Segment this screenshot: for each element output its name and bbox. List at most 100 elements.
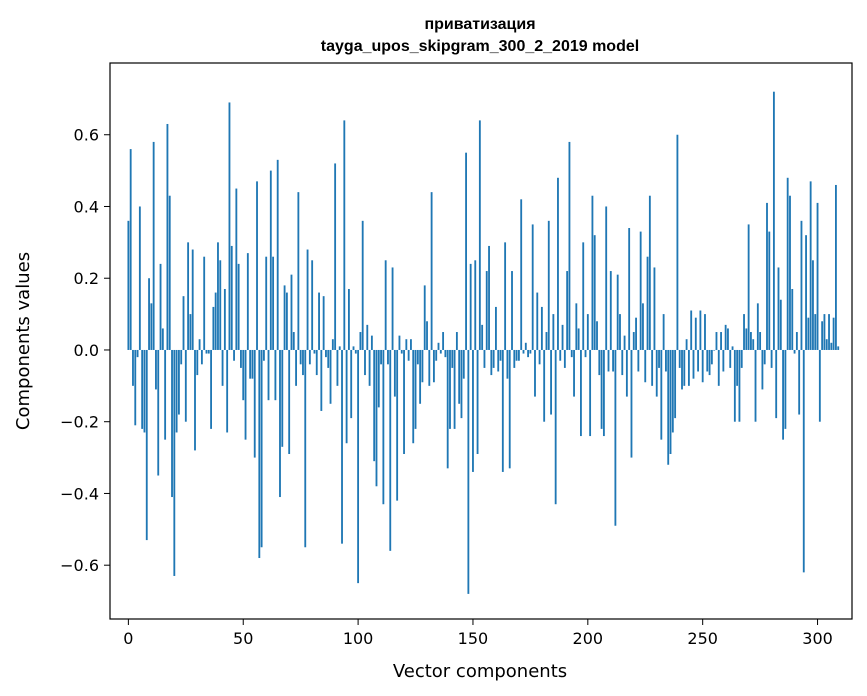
bar-305 [828, 314, 830, 350]
bar-17 [166, 123, 169, 350]
bar-24 [182, 296, 185, 350]
bar-143 [455, 332, 458, 350]
bar-129 [423, 285, 426, 350]
bar-223 [639, 231, 642, 350]
bar-242 [683, 349, 686, 386]
chart-subtitle: tayga_upos_skipgram_300_2_2019 model [321, 38, 639, 55]
bar-300 [816, 202, 819, 350]
bar-106 [370, 335, 373, 350]
bar-234 [665, 349, 667, 372]
bar-107 [373, 349, 376, 462]
bar-248 [697, 349, 700, 372]
bar-253 [708, 349, 711, 376]
bar-132 [430, 192, 433, 350]
bar-110 [380, 349, 382, 365]
bar-170 [517, 349, 520, 361]
bar-21 [175, 349, 178, 433]
bar-66 [279, 349, 281, 498]
bar-169 [515, 349, 518, 361]
bar-124 [412, 349, 415, 444]
bar-64 [274, 349, 277, 401]
bar-165 [506, 349, 509, 379]
bar-268 [743, 314, 745, 350]
bar-277 [763, 349, 766, 365]
bar-309 [837, 346, 840, 350]
bar-111 [382, 349, 385, 505]
bar-270 [747, 224, 750, 350]
bar-70 [288, 349, 291, 454]
bar-176 [531, 224, 534, 350]
bar-8 [145, 349, 148, 541]
bar-15 [161, 328, 164, 350]
bar-37 [212, 306, 215, 350]
bar-306 [830, 342, 833, 350]
bar-179 [538, 349, 541, 365]
bar-46 [233, 349, 235, 361]
bar-1 [129, 149, 132, 350]
bar-139 [446, 349, 449, 469]
bar-0 [127, 220, 130, 350]
bar-153 [478, 120, 481, 350]
bar-251 [704, 314, 706, 350]
y-tick-label: 0.2 [74, 269, 99, 288]
bar-87 [327, 349, 330, 368]
bar-282 [775, 349, 778, 419]
bar-7 [143, 349, 146, 433]
bar-162 [499, 349, 502, 361]
bar-291 [795, 332, 798, 350]
bar-166 [508, 349, 511, 469]
bar-115 [391, 267, 394, 350]
bar-298 [812, 260, 814, 350]
bar-161 [497, 349, 500, 372]
bar-60 [265, 256, 268, 350]
bar-103 [364, 349, 366, 376]
bar-128 [421, 349, 424, 383]
bar-185 [552, 314, 555, 350]
bar-42 [223, 288, 226, 350]
bar-178 [536, 292, 539, 350]
x-tick-label: 150 [458, 629, 489, 648]
bar-254 [710, 349, 713, 365]
bar-112 [384, 260, 387, 350]
bar-75 [299, 349, 302, 365]
bar-156 [485, 271, 488, 350]
bar-295 [805, 235, 807, 350]
bar-12 [155, 349, 157, 390]
bar-288 [789, 195, 791, 350]
bar-40 [219, 260, 222, 350]
bar-105 [368, 349, 371, 386]
bar-155 [483, 349, 486, 368]
bar-65 [276, 159, 279, 350]
bar-262 [729, 349, 732, 368]
bar-90 [334, 163, 337, 350]
bar-210 [609, 271, 612, 350]
bar-292 [798, 349, 801, 415]
bar-55 [253, 349, 256, 458]
bar-11 [152, 141, 155, 350]
bar-219 [630, 349, 633, 458]
bar-93 [341, 349, 343, 544]
bar-273 [754, 349, 757, 422]
bar-216 [623, 335, 626, 350]
bar-6 [141, 349, 144, 429]
bar-307 [832, 317, 835, 350]
bar-167 [511, 271, 513, 350]
bar-301 [818, 349, 821, 422]
bar-140 [449, 349, 451, 429]
bar-83 [318, 292, 320, 350]
bar-213 [616, 274, 619, 350]
bar-36 [210, 349, 212, 429]
y-axis: −0.6 −0.4 −0.2 0.0 0.2 0.4 0.6 [60, 126, 110, 575]
bar-95 [345, 349, 348, 444]
bar-20 [173, 349, 176, 576]
y-tick-label: −0.6 [60, 556, 99, 575]
bar-209 [607, 349, 610, 372]
bar-278 [766, 202, 768, 350]
bars-group [127, 91, 840, 594]
bar-130 [426, 321, 428, 350]
bar-190 [563, 349, 566, 368]
bar-237 [671, 349, 674, 433]
bar-22 [178, 349, 180, 415]
bar-302 [821, 321, 824, 350]
bar-126 [416, 349, 419, 365]
